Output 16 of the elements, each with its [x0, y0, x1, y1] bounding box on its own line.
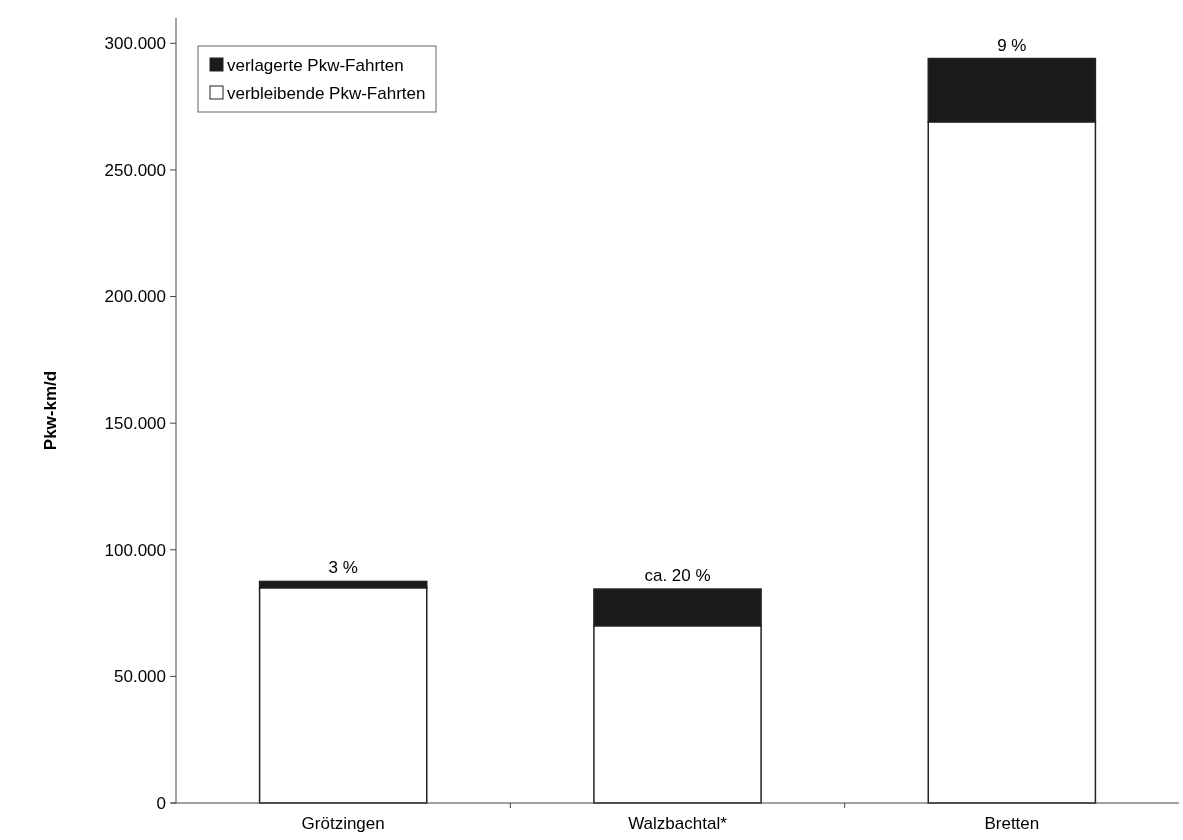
y-axis-title: Pkw-km/d [41, 370, 60, 451]
annotation: 3 % [328, 558, 358, 578]
x-tick-label: Walzbachtal* [628, 814, 728, 833]
legend-label: verbleibende Pkw-Fahrten [227, 83, 426, 103]
annotation: 9 % [997, 35, 1027, 55]
y-tick-label: 200.000 [104, 287, 166, 307]
y-tick-label: 0 [156, 793, 166, 813]
y-tick-label: 300.000 [104, 34, 166, 54]
y-tick-label: 100.000 [104, 540, 166, 560]
x-tick-label: Grötzingen [301, 814, 385, 833]
y-tick-label: 150.000 [104, 414, 166, 434]
legend-label: verlagerte Pkw-Fahrten [227, 55, 404, 75]
y-tick-label: 50.000 [114, 667, 166, 687]
x-tick-label: Bretten [984, 814, 1040, 833]
y-tick-label: 250.000 [104, 160, 166, 180]
annotation: ca. 20 % [644, 566, 711, 586]
